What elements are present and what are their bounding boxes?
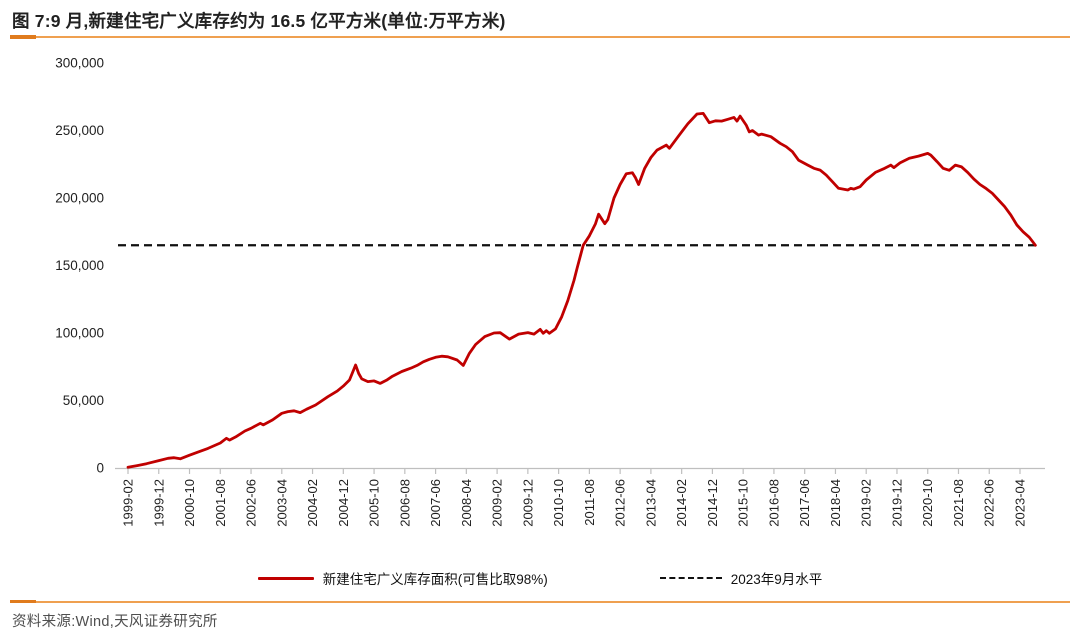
legend-item-reference: 2023年9月水平 bbox=[659, 568, 823, 588]
x-tick-label: 2007-06 bbox=[428, 479, 443, 527]
x-tick-label: 2000-10 bbox=[182, 479, 197, 527]
x-tick-label: 2014-12 bbox=[705, 479, 720, 527]
footer-divider-rule bbox=[36, 601, 1070, 603]
x-tick-label: 2021-08 bbox=[951, 479, 966, 527]
series-line bbox=[126, 112, 1037, 469]
x-tick-label: 2014-02 bbox=[674, 479, 689, 527]
title-divider-rule bbox=[36, 36, 1070, 38]
title-divider bbox=[10, 35, 1070, 39]
figure-title: 图 7:9 月,新建住宅广义库存约为 16.5 亿平方米(单位:万平方米) bbox=[12, 11, 506, 31]
x-tick-label: 1999-02 bbox=[121, 479, 136, 527]
red-line-swatch bbox=[257, 576, 314, 580]
y-tick-label: 100,000 bbox=[55, 326, 104, 341]
x-tick-label: 2011-08 bbox=[582, 479, 597, 526]
x-tick-label: 2015-10 bbox=[736, 479, 751, 527]
x-tick-label: 2010-10 bbox=[551, 479, 566, 527]
y-tick-label: 300,000 bbox=[55, 56, 104, 71]
footer-divider-accent bbox=[10, 600, 36, 603]
x-tick-label: 2002-06 bbox=[244, 479, 259, 527]
x-tick-label: 2001-08 bbox=[213, 479, 228, 527]
title-divider-accent bbox=[10, 35, 36, 39]
x-tick-label: 2004-02 bbox=[305, 479, 320, 527]
x-tick-label: 2009-02 bbox=[490, 479, 505, 527]
source-note: 资料来源:Wind,天风证券研究所 bbox=[12, 614, 218, 630]
y-tick-label: 0 bbox=[96, 461, 104, 476]
x-tick-label: 2019-02 bbox=[859, 479, 874, 527]
x-tick-label: 2012-06 bbox=[613, 479, 628, 527]
x-tick-label: 2008-04 bbox=[459, 479, 474, 527]
y-tick-label: 150,000 bbox=[55, 258, 104, 273]
y-tick-label: 50,000 bbox=[63, 393, 104, 408]
y-tick-label: 250,000 bbox=[55, 123, 104, 138]
x-tick-label: 2016-08 bbox=[766, 479, 781, 527]
x-tick-label: 2019-12 bbox=[889, 479, 904, 527]
x-tick-label: 2017-06 bbox=[797, 479, 812, 527]
x-tick-label: 2018-04 bbox=[828, 479, 843, 527]
x-tick-label: 2013-04 bbox=[643, 479, 658, 527]
x-tick-label: 2005-10 bbox=[367, 479, 382, 527]
legend-reference-label: 2023年9月水平 bbox=[730, 572, 823, 587]
dashed-line-swatch bbox=[659, 577, 722, 579]
x-tick-label: 2020-10 bbox=[920, 479, 935, 527]
x-tick-label: 2003-04 bbox=[274, 479, 289, 527]
legend-item-series: 新建住宅广义库存面积(可售比取98%) bbox=[257, 568, 548, 588]
x-tick-label: 2023-04 bbox=[1013, 479, 1028, 527]
x-tick-label: 1999-12 bbox=[151, 479, 166, 527]
x-tick-label: 2004-12 bbox=[336, 479, 351, 527]
y-tick-label: 200,000 bbox=[55, 191, 104, 206]
legend-series-label: 新建住宅广义库存面积(可售比取98%) bbox=[322, 572, 548, 587]
inventory-line-chart: 1999-02 1999-12 2000-10 2001-08 2002-06 2003-… bbox=[55, 56, 1045, 527]
x-tick-label: 2006-08 bbox=[397, 479, 412, 527]
footer-divider bbox=[10, 600, 1070, 604]
x-tick-label: 2009-12 bbox=[520, 479, 535, 527]
chart-legend: 新建住宅广义库存面积(可售比取98%) 2023年9月水平 bbox=[0, 566, 1080, 590]
x-tick-label: 2022-06 bbox=[982, 479, 997, 527]
